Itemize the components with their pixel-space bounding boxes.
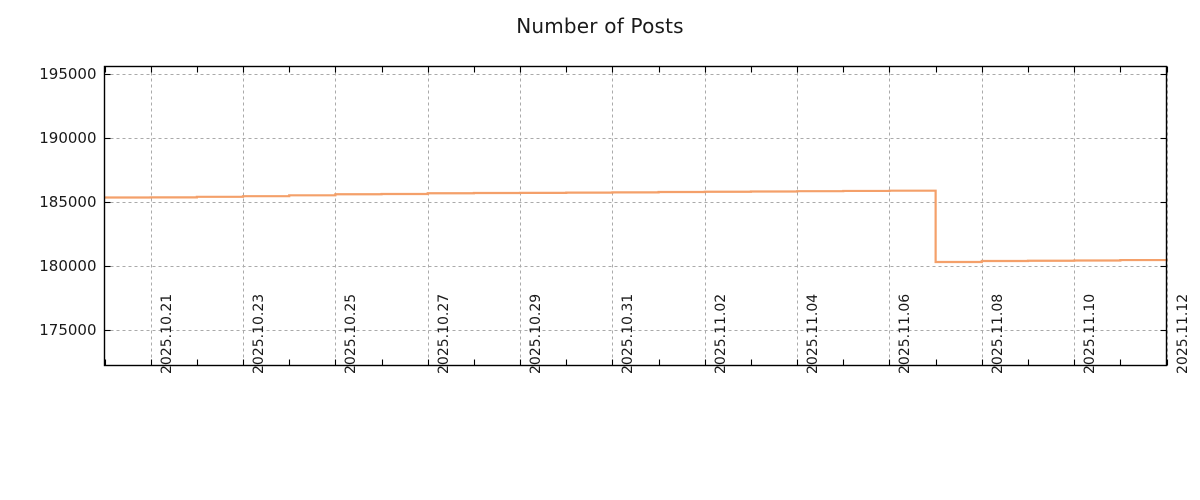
plot-frame (103, 65, 1168, 367)
x-tick-label: 2025.10.25 (342, 293, 359, 374)
chart-title: Number of Posts (516, 14, 684, 38)
y-tick-label: 190000 (39, 128, 97, 147)
x-tick-label: 2025.11.08 (989, 293, 1006, 374)
x-tick-label: 2025.11.12 (1174, 293, 1191, 374)
data-series-line (104, 189, 1168, 264)
x-tick-label: 2025.11.02 (712, 293, 729, 374)
x-tick-label: 2025.11.10 (1081, 293, 1098, 374)
plot-background (104, 66, 1167, 366)
x-tick-label: 2025.10.31 (619, 293, 636, 374)
y-tick-label: 185000 (39, 192, 97, 211)
x-gridlines (151, 66, 1168, 366)
y-gridlines (104, 74, 1167, 331)
x-tick-label: 2025.10.21 (158, 293, 175, 374)
y-tick-label: 175000 (39, 320, 97, 339)
x-tick-label: 2025.11.06 (896, 293, 913, 374)
x-axis-ticks (104, 66, 1169, 366)
y-axis-ticks (104, 73, 1167, 332)
x-tick-label: 2025.11.04 (804, 293, 821, 374)
x-tick-label: 2025.10.23 (250, 293, 267, 374)
x-tick-label: 2025.10.29 (527, 293, 544, 374)
y-tick-label: 195000 (39, 64, 97, 83)
x-tick-label: 2025.10.27 (435, 293, 452, 374)
y-tick-label: 180000 (39, 256, 97, 275)
